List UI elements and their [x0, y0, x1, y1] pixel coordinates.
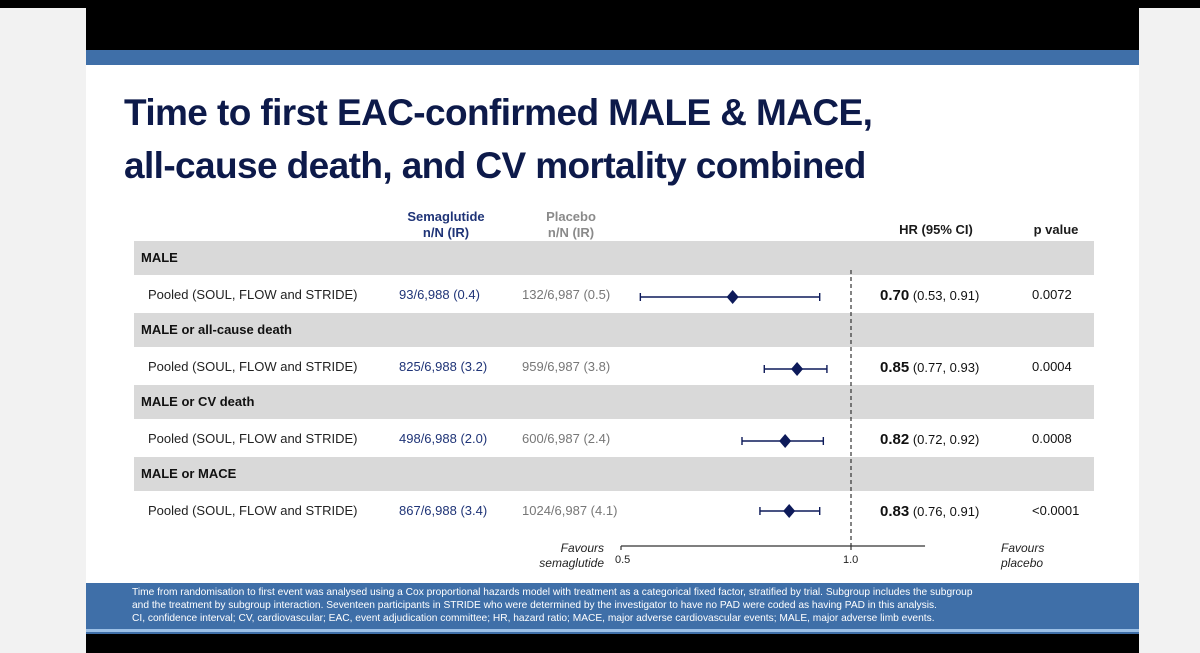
favours-right-line2: placebo — [1001, 556, 1044, 570]
tick-label-min: 0.5 — [615, 554, 631, 566]
p-value: 0.0008 — [1032, 431, 1072, 446]
hr-value: 0.83 (0.76, 0.91) — [880, 503, 979, 520]
hr-estimate: 0.85 — [880, 359, 910, 376]
footnote-line-1: Time from randomisation to first event w… — [132, 587, 973, 598]
slide-title: Time to first EAC-confirmed MALE & MACE,… — [124, 86, 873, 192]
header-semaglutide-name: Semaglutide — [407, 209, 485, 224]
row-label: Pooled (SOUL, FLOW and STRIDE) — [148, 431, 358, 446]
favours-left-line2: semaglutide — [539, 556, 604, 570]
header-placebo-name: Placebo — [546, 209, 596, 224]
placebo-value: 600/6,987 (2.4) — [522, 431, 611, 446]
hr-point-marker — [726, 290, 739, 304]
group-title: MALE or MACE — [141, 466, 237, 481]
header-semaglutide-sub: n/N (IR) — [422, 225, 470, 240]
placebo-value: 1024/6,987 (4.1) — [522, 503, 618, 518]
hr-point-marker — [779, 434, 792, 448]
hr-estimate: 0.70 — [880, 287, 910, 304]
semaglutide-value: 498/6,988 (2.0) — [399, 431, 488, 446]
semaglutide-value: 867/6,988 (3.4) — [399, 503, 488, 518]
header-hr: HR (95% CI) — [899, 222, 973, 237]
table-row: Pooled (SOUL, FLOW and STRIDE) 867/6,988… — [134, 493, 1094, 529]
hr-point-marker — [791, 362, 804, 376]
title-line-1: Time to first EAC-confirmed MALE & MACE, — [124, 92, 873, 133]
group-title: MALE — [141, 250, 178, 265]
semaglutide-value: 825/6,988 (3.2) — [399, 359, 488, 374]
slide-bottom-bar — [86, 634, 1139, 653]
hr-ci: (0.76, 0.91) — [912, 504, 980, 519]
placebo-value: 132/6,987 (0.5) — [522, 287, 611, 302]
placebo-value: 959/6,987 (3.8) — [522, 359, 611, 374]
group-header-male-or-all-cause-death: MALE or all-cause death — [134, 313, 1094, 347]
table-row: Pooled (SOUL, FLOW and STRIDE) 93/6,988 … — [134, 277, 1094, 313]
favours-left-line1: Favours — [560, 541, 604, 555]
group-header-male-or-cv-death: MALE or CV death — [134, 385, 1094, 419]
top-edge — [0, 0, 1200, 8]
group-header-male: MALE — [134, 241, 1094, 275]
hr-estimate: 0.82 — [880, 431, 910, 448]
slide-accent-bar — [86, 50, 1139, 65]
header-p-value: p value — [1033, 222, 1079, 237]
favours-semaglutide-label: Favours semaglutide — [516, 541, 604, 571]
slide: Time to first EAC-confirmed MALE & MACE,… — [86, 8, 1139, 653]
hr-estimate: 0.83 — [880, 503, 910, 520]
group-title: MALE or all-cause death — [141, 322, 292, 337]
group-header-male-or-mace: MALE or MACE — [134, 457, 1094, 491]
row-label: Pooled (SOUL, FLOW and STRIDE) — [148, 359, 358, 374]
hr-ci: (0.77, 0.93) — [912, 360, 980, 375]
forest-plot — [620, 270, 926, 550]
row-label: Pooled (SOUL, FLOW and STRIDE) — [148, 287, 358, 302]
hr-value: 0.70 (0.53, 0.91) — [880, 287, 979, 304]
semaglutide-value: 93/6,988 (0.4) — [399, 287, 480, 302]
p-value: 0.0004 — [1032, 359, 1072, 374]
hr-ci: (0.53, 0.91) — [912, 288, 980, 303]
footnote-text: Time from randomisation to first event w… — [132, 586, 1132, 625]
footnote-line-2: and the treatment by subgroup interactio… — [132, 600, 937, 611]
favours-placebo-label: Favours placebo — [1001, 541, 1081, 571]
hr-value: 0.85 (0.77, 0.93) — [880, 359, 979, 376]
header-semaglutide: Semaglutide n/N (IR) — [391, 209, 501, 241]
slide-top-bar — [86, 8, 1139, 50]
row-label: Pooled (SOUL, FLOW and STRIDE) — [148, 503, 358, 518]
hr-ci: (0.72, 0.92) — [912, 432, 980, 447]
header-placebo: Placebo n/N (IR) — [511, 209, 631, 241]
table-row: Pooled (SOUL, FLOW and STRIDE) 825/6,988… — [134, 349, 1094, 385]
favours-right-line1: Favours — [1001, 541, 1045, 555]
tick-label-ref: 1.0 — [843, 554, 859, 566]
hr-value: 0.82 (0.72, 0.92) — [880, 431, 979, 448]
p-value: <0.0001 — [1032, 503, 1080, 518]
footnote-panel: Time from randomisation to first event w… — [86, 583, 1139, 635]
group-title: MALE or CV death — [141, 394, 255, 409]
table-row: Pooled (SOUL, FLOW and STRIDE) 498/6,988… — [134, 421, 1094, 457]
hr-point-marker — [783, 504, 796, 518]
footnote-line-3: CI, confidence interval; CV, cardiovascu… — [132, 613, 935, 624]
title-line-2: all-cause death, and CV mortality combin… — [124, 145, 866, 186]
header-placebo-sub: n/N (IR) — [547, 225, 595, 240]
p-value: 0.0072 — [1032, 287, 1072, 302]
footer-accent-line — [86, 629, 1139, 632]
